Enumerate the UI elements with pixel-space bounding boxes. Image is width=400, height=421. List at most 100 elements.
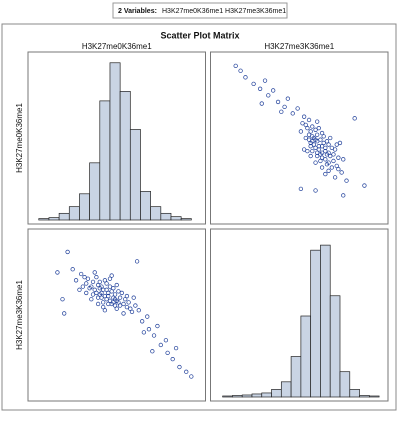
scatter-point (303, 122, 308, 128)
scatter-point (313, 188, 318, 193)
scatter-point (177, 364, 182, 370)
scatter-point (107, 298, 113, 303)
scatter-point (82, 275, 87, 280)
scatter-point (136, 308, 141, 313)
scatter-point (109, 289, 114, 294)
histogram-bar (349, 389, 360, 398)
scatter-point (70, 267, 75, 272)
scatter-point (313, 160, 318, 165)
scatter-point (129, 309, 135, 314)
scatter-point (95, 282, 101, 288)
histogram-bar (99, 100, 111, 221)
scatter-point (313, 137, 318, 142)
scatter-point (90, 279, 96, 285)
scatter-point (55, 270, 60, 275)
scatter-point (279, 109, 284, 114)
histogram-bar (68, 206, 80, 221)
scatter-point (323, 145, 328, 150)
scatter-point (87, 286, 92, 291)
scatter-point (106, 293, 111, 299)
histogram-bar (58, 212, 70, 221)
scatter-point (298, 186, 304, 191)
scatter-point (336, 167, 341, 172)
scatter-point (99, 290, 104, 296)
scatter-point (334, 142, 339, 147)
scatter-point (79, 271, 84, 277)
scatter-point (238, 68, 243, 73)
histogram-bar (261, 392, 272, 398)
scatter-point (310, 139, 315, 144)
scatter-point (316, 126, 321, 131)
scatter-point (332, 147, 338, 152)
histogram-bar (241, 394, 253, 398)
scatter-point (341, 157, 346, 162)
scatter-point (319, 155, 325, 160)
scatter-point (94, 290, 99, 296)
scatter-point (323, 157, 328, 162)
histogram-bar (109, 62, 121, 221)
scatter-point (77, 287, 82, 292)
histogram-bar (119, 91, 131, 221)
scatter-point (329, 145, 334, 150)
scatter-point (334, 163, 339, 169)
column-header: H3K27me0K36me1 (82, 42, 152, 51)
scatter-point (60, 297, 65, 302)
scatter-point (337, 140, 343, 146)
scatter-point (336, 155, 341, 160)
scatter-point (308, 153, 313, 159)
scatter-point (251, 81, 256, 87)
scatter-point (92, 287, 97, 292)
scatter-point (295, 106, 300, 111)
histogram-bar (280, 381, 292, 398)
scatter-point (298, 129, 304, 134)
scatter-point (321, 140, 326, 146)
scatter-point (121, 301, 126, 307)
scatter-point (95, 301, 101, 307)
scatter-point (308, 144, 313, 149)
histogram-bar (368, 395, 380, 398)
scatter-point (326, 168, 331, 173)
chart-title: Scatter Plot Matrix (160, 30, 239, 40)
scatter-point (150, 349, 155, 354)
scatter-point (104, 287, 109, 292)
scatter-point (301, 114, 307, 119)
scatter-point (101, 300, 106, 305)
scatter-point (173, 345, 179, 351)
scatter-point (106, 290, 111, 296)
scatter-point (155, 323, 160, 329)
scatter-point (111, 286, 116, 291)
scatter-point (97, 279, 102, 285)
scatter-point (315, 119, 320, 124)
scatter-point (184, 369, 189, 374)
scatter-point (151, 333, 157, 338)
scatter-point (165, 350, 170, 355)
scatter-point (140, 319, 145, 324)
histogram-bar (79, 193, 90, 221)
scatter-point (328, 153, 333, 159)
histogram-bar (89, 162, 101, 221)
scatter-point (85, 276, 91, 281)
scatter-point (310, 124, 315, 129)
scatter-point (117, 295, 123, 300)
scatter-point (331, 158, 336, 164)
histogram-bar (271, 389, 282, 398)
scatter-point (257, 86, 263, 91)
scatter-point (163, 338, 169, 343)
scatter-point (313, 145, 318, 150)
scatter-point (111, 300, 116, 305)
scatter-point (310, 148, 315, 154)
scatter-point (311, 142, 317, 147)
scatter-point (84, 290, 89, 296)
histogram-bar (320, 244, 331, 398)
scatter-point (306, 132, 312, 137)
row-label: H3K27me0K36me1 (15, 103, 24, 173)
scatter-point (275, 99, 281, 105)
histogram-bar (290, 356, 302, 398)
scatter-point (112, 303, 118, 308)
scatter-point (339, 170, 344, 175)
scatter-point (282, 104, 287, 109)
histogram-bar (310, 249, 321, 398)
scatter-point (102, 308, 108, 313)
variables-label: 2 Variables: (118, 8, 157, 15)
